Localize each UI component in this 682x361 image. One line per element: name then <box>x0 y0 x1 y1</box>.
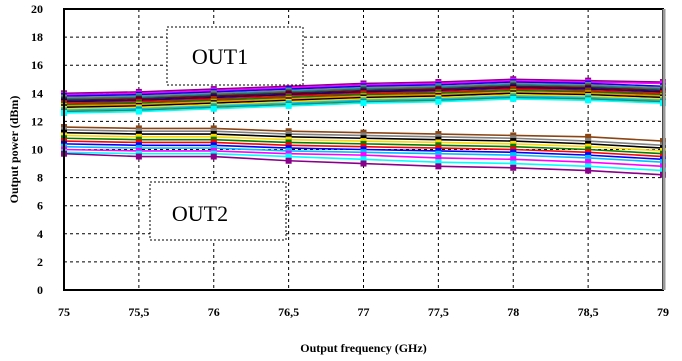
annotation-out2-frame <box>149 181 287 241</box>
data-point <box>135 108 142 115</box>
data-point <box>435 163 442 170</box>
annotation-out1-frame <box>166 26 304 86</box>
annotation-out1-box: OUT1 <box>166 26 304 86</box>
x-tick-label: 75,5 <box>128 305 149 319</box>
x-axis-title: Output frequency (GHz) <box>300 341 426 355</box>
data-point <box>510 156 517 163</box>
data-point <box>585 97 592 104</box>
x-tick-label: 76 <box>208 305 220 319</box>
annotation-out1-label: OUT1 <box>192 44 248 69</box>
data-point <box>435 150 442 157</box>
series-layer <box>61 76 666 178</box>
y-tick-labels: 0 2 4 6 8 10 12 14 16 18 20 <box>31 2 43 297</box>
x-tick-label: 76,5 <box>278 305 299 319</box>
data-point <box>360 100 367 107</box>
data-point <box>435 154 442 161</box>
data-point <box>210 153 217 160</box>
data-point <box>585 167 592 174</box>
x-tick-label: 78 <box>507 305 519 319</box>
y-tick-label: 4 <box>37 227 43 241</box>
data-point <box>585 159 592 166</box>
x-tick-label: 77,5 <box>428 305 449 319</box>
data-point <box>510 164 517 171</box>
data-point <box>435 98 442 105</box>
y-tick-label: 18 <box>31 30 43 44</box>
y-tick-label: 0 <box>37 283 43 297</box>
data-point <box>135 153 142 160</box>
y-tick-label: 14 <box>31 86 43 100</box>
y-tick-label: 16 <box>31 58 43 72</box>
y-tick-label: 2 <box>37 255 43 269</box>
axes <box>63 8 666 291</box>
data-point <box>285 102 292 109</box>
x-tick-label: 78,5 <box>578 305 599 319</box>
data-point <box>285 157 292 164</box>
y-tick-label: 10 <box>31 143 43 157</box>
annotation-out2-label: OUT2 <box>172 201 228 226</box>
data-point <box>585 133 592 140</box>
data-point <box>585 154 592 161</box>
x-tick-label: 75 <box>58 305 70 319</box>
y-tick-label: 12 <box>31 114 43 128</box>
data-point <box>360 160 367 167</box>
y-tick-label: 8 <box>37 171 43 185</box>
data-point <box>360 156 367 163</box>
data-point <box>210 105 217 112</box>
x-tick-label: 77 <box>358 305 370 319</box>
x-tick-label: 79 <box>657 305 669 319</box>
data-point <box>510 95 517 102</box>
x-tick-labels: 75 75,5 76 76,5 77 77,5 78 78,5 79 <box>58 305 669 319</box>
data-point <box>360 152 367 159</box>
y-tick-label: 6 <box>37 199 43 213</box>
data-point <box>285 153 292 160</box>
y-axis-title: Output power (dBm) <box>7 96 21 204</box>
data-point <box>510 152 517 159</box>
annotation-out2-box: OUT2 <box>149 181 287 241</box>
data-point <box>435 159 442 166</box>
data-point <box>585 163 592 170</box>
y-tick-label: 20 <box>31 2 43 16</box>
data-point <box>510 160 517 167</box>
